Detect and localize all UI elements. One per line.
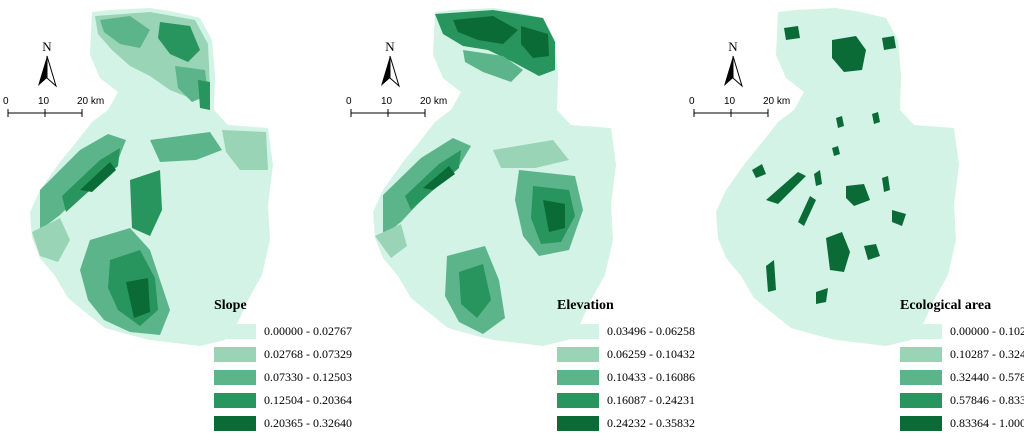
scale-bar-line — [693, 109, 769, 117]
legend-item: 0.00000 - 0.10286 — [900, 320, 1024, 343]
legend-item: 0.32440 - 0.57845 — [900, 366, 1024, 389]
ecological-area-map-panel: N 0 10 20 km Ecological area 0.00000 - 0… — [686, 0, 1024, 431]
scale-tick-10: 10 — [724, 96, 736, 107]
legend-item: 0.57846 - 0.83363 — [900, 389, 1024, 412]
north-arrow: N — [718, 40, 748, 93]
scale-tick-0: 0 — [346, 96, 352, 107]
legend-title: Elevation — [557, 298, 614, 313]
north-label: N — [385, 39, 395, 54]
slope-map-panel: N 0 10 20 km Slope 0.00000 - 0.02767 0.0… — [0, 0, 352, 431]
scale-bar: 0 10 20 km — [0, 96, 120, 126]
legend-item: 0.20365 - 0.32640 — [214, 412, 352, 435]
scale-tick-0: 0 — [689, 96, 695, 107]
north-label: N — [728, 39, 738, 54]
north-arrow-icon — [724, 55, 743, 88]
scale-tick-10: 10 — [38, 96, 50, 107]
legend-item: 0.10433 - 0.16086 — [557, 366, 695, 389]
slope-map — [30, 8, 273, 346]
study-area-shape — [373, 8, 616, 346]
north-arrow-icon — [38, 55, 57, 88]
legend-item: 0.06259 - 0.10432 — [557, 343, 695, 366]
legend-item: 0.10287 - 0.32439 — [900, 343, 1024, 366]
legend-item: 0.03496 - 0.06258 — [557, 320, 695, 343]
north-arrow-icon — [381, 55, 400, 88]
legend-item: 0.12504 - 0.20364 — [214, 389, 352, 412]
scale-tick-0: 0 — [3, 96, 9, 107]
legend-item: 0.16087 - 0.24231 — [557, 389, 695, 412]
scale-tick-20: 20 km — [420, 96, 448, 107]
ecological-area-legend: Ecological area 0.00000 - 0.10286 0.1028… — [900, 298, 1024, 435]
scale-tick-10: 10 — [381, 96, 393, 107]
north-label: N — [42, 39, 52, 54]
study-area-shape — [716, 8, 959, 346]
elevation-map-panel: N 0 10 20 km Elevation 0.03496 - 0.06258… — [343, 0, 695, 431]
north-arrow: N — [375, 40, 405, 93]
elevation-map — [373, 8, 616, 346]
scale-bar: 0 10 20 km — [686, 96, 806, 126]
legend-title: Ecological area — [900, 298, 992, 313]
scale-tick-20: 20 km — [77, 96, 105, 107]
scale-tick-20: 20 km — [763, 96, 791, 107]
north-arrow: N — [32, 40, 62, 93]
legend-item: 0.02768 - 0.07329 — [214, 343, 352, 366]
slope-legend: Slope 0.00000 - 0.02767 0.02768 - 0.0732… — [214, 298, 352, 435]
legend-item: 0.83364 - 1.00000 — [900, 412, 1024, 435]
elevation-legend: Elevation 0.03496 - 0.06258 0.06259 - 0.… — [557, 298, 695, 435]
legend-title: Slope — [214, 298, 247, 313]
scale-bar-line — [350, 109, 426, 117]
ecological-area-map — [716, 8, 959, 346]
legend-item: 0.24232 - 0.35832 — [557, 412, 695, 435]
scale-bar-line — [7, 109, 83, 117]
legend-item: 0.07330 - 0.12503 — [214, 366, 352, 389]
legend-item: 0.00000 - 0.02767 — [214, 320, 352, 343]
scale-bar: 0 10 20 km — [343, 96, 463, 126]
